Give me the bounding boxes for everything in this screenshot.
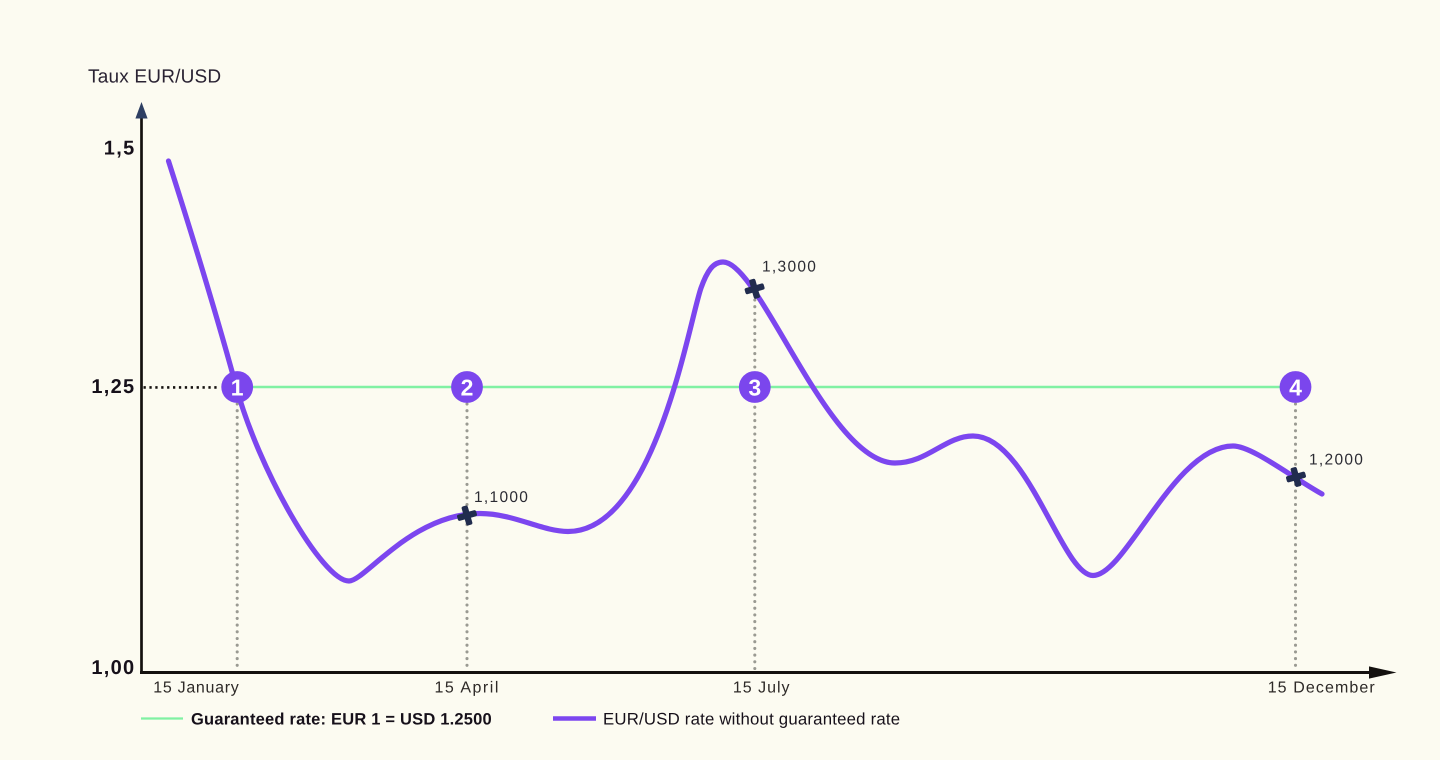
svg-text:Taux EUR/USD: Taux EUR/USD — [88, 67, 221, 88]
svg-text:Guaranteed rate: EUR 1 = USD 1: Guaranteed rate: EUR 1 = USD 1.2500 — [191, 711, 492, 729]
svg-text:1,1000: 1,1000 — [474, 489, 529, 506]
svg-text:15 April: 15 April — [435, 680, 500, 697]
svg-text:1,3000: 1,3000 — [762, 259, 817, 276]
svg-text:1,00: 1,00 — [91, 657, 135, 679]
svg-text:1,2000: 1,2000 — [1309, 452, 1364, 469]
svg-text:2: 2 — [461, 375, 474, 401]
svg-text:3: 3 — [748, 375, 761, 401]
svg-text:1,5: 1,5 — [104, 138, 136, 160]
svg-text:1: 1 — [231, 375, 244, 401]
svg-text:1,25: 1,25 — [91, 376, 135, 398]
svg-text:4: 4 — [1289, 375, 1302, 401]
svg-text:EUR/USD rate without guarantee: EUR/USD rate without guaranteed rate — [603, 710, 900, 729]
svg-text:15 July: 15 July — [733, 680, 791, 697]
svg-text:15 January: 15 January — [153, 680, 239, 697]
svg-text:15 December: 15 December — [1268, 680, 1376, 697]
